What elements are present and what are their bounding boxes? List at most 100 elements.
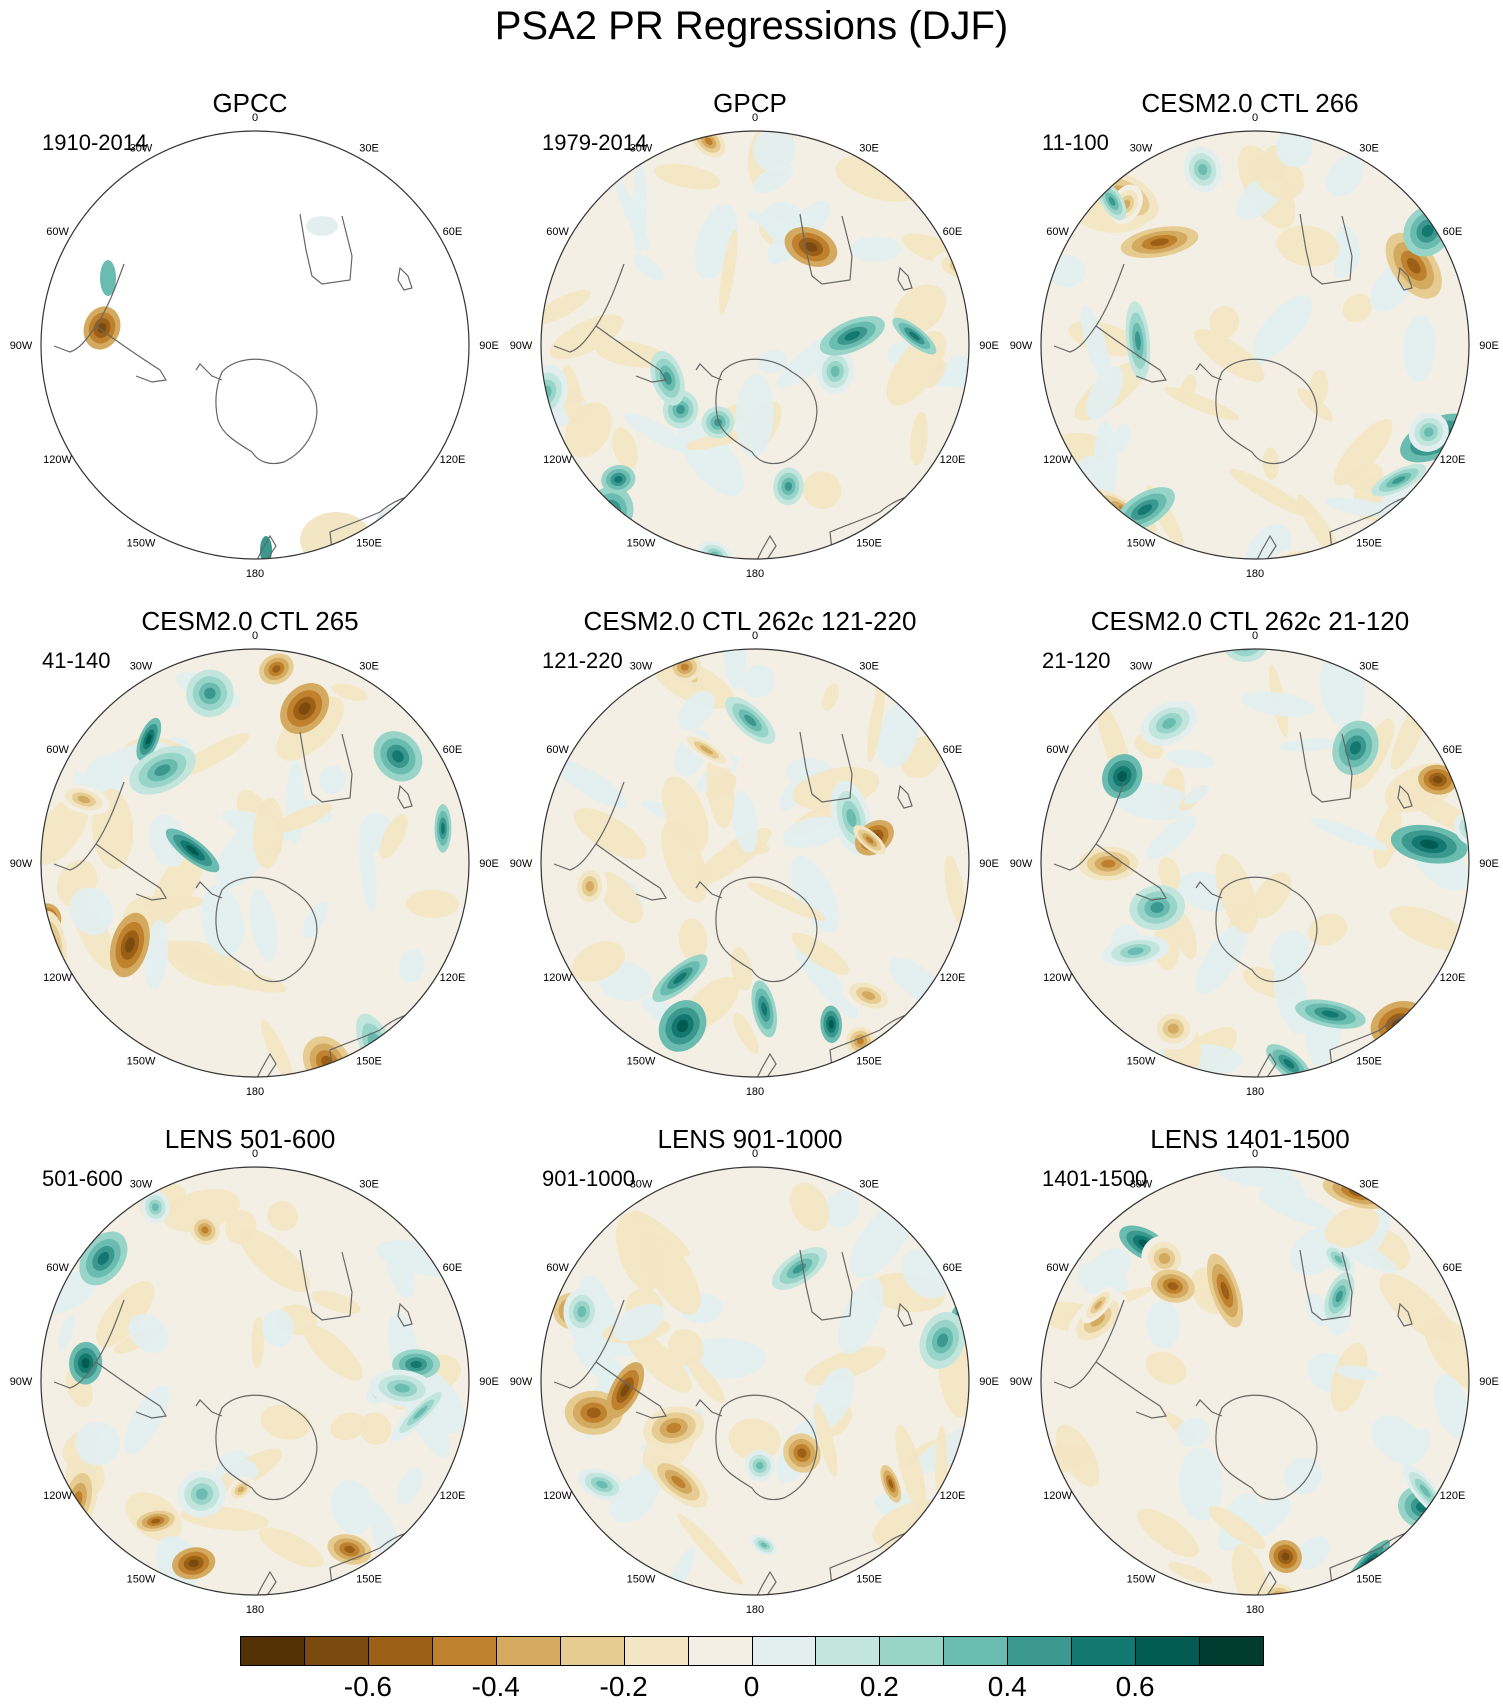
anomaly-contour (761, 1002, 768, 1016)
polar-map: 0 30E 60E 90E 120E 150E 180 150W 120W 90W 60W 30W (10, 1148, 499, 1616)
panel-title: LENS 501-600 (164, 1124, 336, 1154)
polar-map: 0 30E 60E 90E 120E 150E 180 150W 120W 90W 60W 30W (510, 630, 999, 1098)
longitude-label: 30W (1130, 143, 1153, 155)
longitude-label: 90E (479, 340, 499, 352)
anomaly-contour (410, 1360, 422, 1369)
anomaly-contour (1150, 902, 1164, 913)
polar-map: 0 30E 60E 90E 120E 150E 180 150W 120W 90W 60W 30W (510, 1148, 999, 1616)
anomaly-contour (1167, 1282, 1179, 1291)
longitude-label: 30W (630, 1179, 653, 1191)
longitude-label: 30E (859, 1179, 879, 1191)
anomaly-contour (298, 702, 311, 715)
anomaly-contour (1335, 1290, 1343, 1303)
panel-period-label: 901-1000 (542, 1166, 635, 1191)
longitude-label: 120E (1440, 1490, 1466, 1502)
figure-title: PSA2 PR Regressions (DJF) (494, 4, 1009, 48)
anomaly-contour (196, 1488, 208, 1500)
anomaly-contour (237, 1486, 245, 1493)
longitude-label: 0 (252, 112, 258, 124)
longitude-label: 150E (1356, 1573, 1382, 1585)
anomaly-contour (1421, 224, 1434, 238)
anomaly-contour (1198, 164, 1208, 176)
panel-period-label: 41-140 (42, 648, 111, 673)
longitude-label: 90E (479, 858, 499, 870)
longitude-label: 30W (130, 661, 153, 673)
longitude-label: 120E (440, 454, 466, 466)
anomaly-contour (125, 937, 135, 953)
longitude-label: 30E (859, 143, 879, 155)
precip-field (41, 131, 469, 559)
anomaly-contour (186, 845, 200, 856)
precip-field (1041, 649, 1469, 1077)
longitude-label: 120E (940, 454, 966, 466)
polar-map: 0 30E 60E 90E 120E 150E 180 150W 120W 90W 60W 30W (10, 112, 499, 580)
longitude-label: 120E (440, 972, 466, 984)
anomaly-contour (145, 734, 152, 745)
anomaly-contour (413, 1405, 428, 1420)
longitude-label: 30E (359, 661, 379, 673)
longitude-label: 30W (630, 143, 653, 155)
anomaly-contour (676, 1019, 689, 1033)
longitude-label: 60E (943, 226, 963, 238)
longitude-label: 60W (46, 744, 69, 756)
longitude-label: 150E (356, 1055, 382, 1067)
anomaly-contour (1392, 476, 1406, 485)
polar-map: 0 30E 60E 90E 120E 150E 180 150W 120W 90W 60W 30W (1010, 112, 1499, 580)
panel-period-label: 1401-1500 (1042, 1166, 1148, 1191)
longitude-label: 150W (627, 1055, 656, 1067)
colorbar-swatch (879, 1636, 945, 1666)
anomaly-contour (1101, 859, 1116, 868)
longitude-label: 60E (443, 226, 463, 238)
anomaly-contour (704, 137, 713, 146)
longitude-label: 60E (1443, 744, 1463, 756)
longitude-label: 90W (510, 1376, 533, 1388)
panel-period-label: 121-220 (542, 648, 623, 673)
precip-field (541, 649, 969, 1077)
colorbar-tick-label: -0.4 (471, 1671, 520, 1702)
coastlines (53, 1249, 439, 1595)
longitude-label: 60W (1046, 744, 1069, 756)
longitude-label: 150E (856, 1055, 882, 1067)
longitude-label: 180 (246, 568, 264, 580)
map-boundary (540, 1166, 970, 1596)
anomaly-contour (760, 1542, 768, 1548)
anomaly-contour (1137, 504, 1153, 515)
colorbar-tick-label: -0.2 (599, 1671, 648, 1702)
longitude-label: 0 (1252, 1148, 1258, 1160)
longitude-label: 180 (746, 568, 764, 580)
anomaly-contour (614, 475, 623, 483)
longitude-label: 60W (1046, 226, 1069, 238)
longitude-label: 90E (979, 340, 999, 352)
longitude-label: 150E (1356, 1055, 1382, 1067)
longitude-label: 30E (359, 143, 379, 155)
anomaly-contour (666, 1422, 682, 1434)
longitude-label: 30W (630, 661, 653, 673)
anomaly-contour (1150, 238, 1169, 247)
longitude-label: 120W (43, 972, 72, 984)
longitude-label: 0 (252, 1148, 258, 1160)
anomaly-contour (577, 1306, 587, 1318)
map-boundary (1040, 1166, 1470, 1596)
longitude-label: 0 (1252, 112, 1258, 124)
longitude-label: 150E (1356, 537, 1382, 549)
anomaly-contour (394, 1383, 410, 1393)
anomaly-contour (1220, 1281, 1230, 1300)
polar-map: 0 30E 60E 90E 120E 150E 180 150W 120W 90W 60W 30W (1010, 1148, 1499, 1616)
colorbar-swatch (431, 1636, 497, 1666)
colorbar-swatch (1071, 1636, 1137, 1666)
longitude-label: 150E (856, 1573, 882, 1585)
colorbar-swatch (815, 1636, 881, 1666)
anomaly-contour (962, 1314, 969, 1322)
longitude-label: 60W (546, 744, 569, 756)
anomaly-contour (804, 242, 818, 252)
anomaly-contour (201, 1226, 209, 1234)
longitude-label: 90E (479, 1376, 499, 1388)
anomaly-contour (1406, 257, 1421, 274)
longitude-label: 90W (10, 858, 33, 870)
anomaly-contour (1467, 824, 1469, 833)
longitude-label: 180 (246, 1604, 264, 1616)
longitude-label: 60E (443, 744, 463, 756)
longitude-label: 120W (43, 454, 72, 466)
anomaly-contour (204, 687, 216, 700)
anomaly-contour (680, 663, 689, 671)
